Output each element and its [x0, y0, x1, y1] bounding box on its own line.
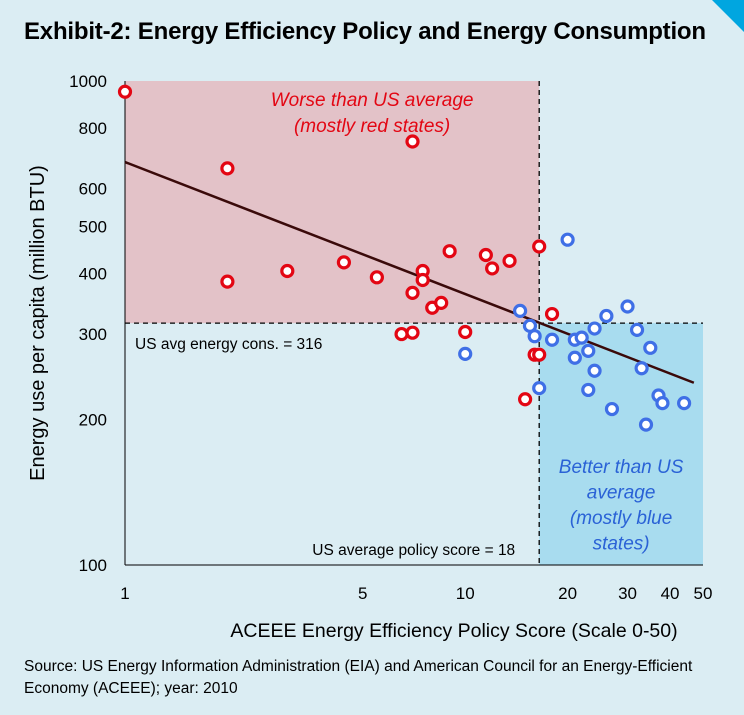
- x-tick-label: 30: [618, 584, 637, 603]
- x-tick-label: 5: [358, 584, 367, 603]
- red-data-point: [458, 324, 473, 340]
- red-data-point: [394, 326, 409, 342]
- red-data-point: [544, 306, 560, 322]
- blue-data-point: [643, 340, 658, 355]
- blue-data-point: [638, 417, 654, 432]
- blue-data-point: [634, 361, 649, 376]
- y-tick-label: 400: [79, 265, 107, 284]
- y-tick-label: 200: [79, 410, 107, 429]
- red-data-point: [220, 274, 235, 289]
- y-axis-label: Energy use per capita (million BTU): [27, 165, 49, 481]
- blue-data-point: [581, 382, 596, 398]
- y-tick-label: 100: [79, 556, 107, 575]
- better-annotation-line-2: average: [587, 483, 656, 504]
- better-annotation-line-4: states): [593, 534, 650, 555]
- red-data-point: [369, 270, 384, 285]
- us-avg-policy-label: US average policy score = 18: [312, 542, 515, 559]
- us-avg-energy-label: US avg energy cons. = 316: [135, 336, 322, 353]
- worse-annotation-line-1: Worse than US average: [271, 90, 474, 111]
- y-tick-label: 800: [79, 119, 107, 138]
- x-tick-label: 1: [120, 584, 129, 603]
- scatter-chart: 100 200 300 400 500 600 800 1000 1 5 10 20 30 40 50 US…: [27, 72, 712, 642]
- worse-annotation-line-2: (mostly red states): [294, 116, 450, 137]
- blue-data-point: [629, 322, 645, 338]
- x-tick-label: 40: [661, 584, 680, 603]
- blue-data-point: [620, 299, 635, 314]
- chart-title: Exhibit-2: Energy Efficiency Policy and …: [24, 18, 706, 45]
- red-data-point: [405, 325, 420, 340]
- blue-data-point: [544, 332, 560, 347]
- red-data-point: [502, 253, 517, 268]
- better-annotation-line-1: Better than US: [559, 457, 684, 478]
- red-data-point: [442, 244, 457, 259]
- worse-region: [125, 81, 540, 324]
- y-tick-label: 300: [79, 325, 107, 344]
- blue-data-point: [604, 401, 620, 417]
- blue-data-point: [599, 308, 614, 324]
- better-annotation-line-3: (mostly blue: [570, 508, 672, 529]
- blue-data-point: [513, 303, 528, 318]
- blue-data-point: [677, 396, 692, 411]
- source-note: Source: US Energy Information Administra…: [24, 658, 693, 697]
- red-data-point: [532, 239, 547, 254]
- axes: [124, 81, 703, 566]
- blue-data-point: [532, 381, 547, 396]
- tick-labels: 100 200 300 400 500 600 800 1000 1 5 10 20 30 40 50: [69, 72, 712, 603]
- blue-data-point: [574, 330, 589, 345]
- data-points: [117, 84, 692, 432]
- blue-data-point: [527, 329, 542, 344]
- blue-data-point: [587, 321, 602, 336]
- red-data-point: [117, 84, 133, 99]
- red-data-point: [478, 247, 493, 263]
- red-data-point: [220, 161, 235, 176]
- blue-data-point: [581, 343, 596, 358]
- blue-data-point: [567, 350, 582, 365]
- blue-data-point: [560, 232, 575, 247]
- x-tick-label: 20: [558, 584, 577, 603]
- x-tick-label: 10: [456, 584, 475, 603]
- red-data-point: [434, 295, 449, 310]
- y-tick-label: 500: [79, 218, 107, 237]
- red-data-point: [280, 263, 295, 279]
- red-data-point: [485, 261, 500, 276]
- x-axis-label: ACEEE Energy Efficiency Policy Score (Sc…: [230, 620, 677, 642]
- blue-data-point: [587, 363, 602, 378]
- red-data-point: [518, 392, 533, 407]
- corner-decoration: [712, 0, 744, 32]
- red-data-point: [405, 134, 420, 149]
- y-tick-label: 600: [79, 179, 107, 198]
- better-region: [539, 323, 703, 565]
- red-data-point: [415, 272, 430, 288]
- red-data-point: [405, 285, 420, 300]
- blue-data-point: [458, 346, 473, 361]
- y-tick-label: 1000: [69, 72, 107, 91]
- x-tick-label: 50: [694, 584, 713, 603]
- trend-line: [124, 160, 695, 384]
- red-data-point: [336, 255, 352, 270]
- red-data-point: [532, 347, 547, 362]
- blue-data-point: [655, 396, 670, 411]
